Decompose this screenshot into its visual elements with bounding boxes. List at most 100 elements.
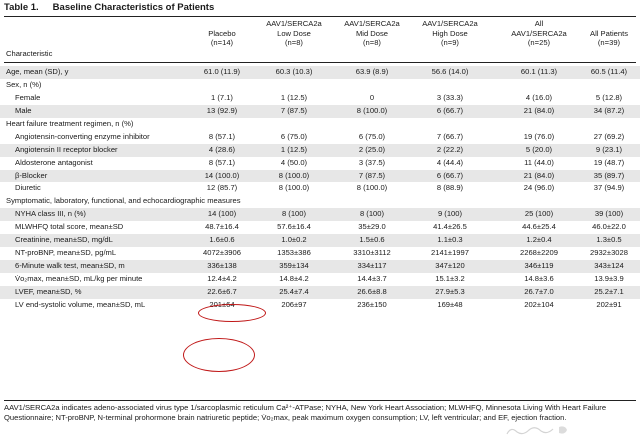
- table-cell: 2141±1997: [431, 248, 469, 258]
- table-cell: 5 (12.8): [595, 92, 623, 102]
- row-label: Creatinine, mean±SD, mg/dL: [15, 235, 113, 245]
- table-cell: 21 (84.0): [523, 105, 555, 115]
- table-cell: 8 (57.1): [208, 157, 236, 167]
- table-cell: 4 (44.4): [436, 157, 464, 167]
- row-label: β-Blocker: [15, 170, 48, 180]
- column-header-line2: High Dose: [432, 28, 468, 38]
- table-cell: 24 (96.0): [523, 183, 555, 193]
- table-cell: 236±150: [357, 299, 387, 309]
- row-label: NT-proBNP, mean±SD, pg/mL: [15, 248, 117, 258]
- table-cell: 1.3±0.5: [596, 235, 622, 245]
- table-cell: 9 (100): [437, 209, 463, 219]
- section-row: Symptomatic, laboratory, functional, and…: [0, 195, 640, 208]
- table-footnote: AAV1/SERCA2a indicates adeno-associated …: [4, 403, 607, 422]
- table-row: Aldosterone antagonist 8 (57.1) 4 (50.0) 3 …: [0, 157, 640, 170]
- table-cell: 12.4±4.2: [207, 274, 237, 283]
- table-row: MLWHFQ total score, mean±SD 48.7±16.4 57.6…: [0, 221, 640, 234]
- table-cell: 14.4±3.7: [357, 274, 387, 283]
- table-cell: 2 (22.2): [436, 144, 464, 154]
- column-header-line1: AAV1/SERCA2a: [344, 19, 400, 28]
- row-label: Angiotensin II receptor blocker: [15, 144, 118, 154]
- row-label: 6-Minute walk test, mean±SD, m: [15, 261, 125, 271]
- column-header-line1: All: [534, 19, 544, 28]
- table-cell: 21 (84.0): [523, 170, 555, 180]
- section-row: Heart failure treatment regimen, n (%): [0, 118, 640, 131]
- table-cell: 7 (87.5): [280, 105, 308, 115]
- row-label: LVEF, mean±SD, %: [15, 286, 82, 296]
- table-cell: 3 (33.3): [436, 92, 464, 102]
- table-row: LVEF, mean±SD, % 22.6±6.7 25.4±7.4 26.6±8.8…: [0, 285, 640, 299]
- table-cell: 8 (100.0): [356, 183, 388, 193]
- table-cell: 35±29.0: [358, 222, 386, 232]
- table-cell: 22.6±6.7: [207, 286, 237, 296]
- table-cell: 48.7±16.4: [205, 222, 239, 232]
- table-row: β-Blocker 14 (100.0) 8 (100.0) 7 (87.5) 6 (6…: [0, 169, 640, 183]
- table-cell: 1 (7.1): [211, 92, 233, 102]
- header-characteristic: Characteristic: [6, 49, 53, 58]
- table-cell: 26.6±8.8: [357, 286, 387, 296]
- table-cell: 5 (20.0): [525, 144, 553, 154]
- header-rule: [4, 62, 636, 63]
- column-header-n: (n=8): [363, 38, 381, 48]
- section-label: Heart failure treatment regimen, n (%): [6, 118, 134, 128]
- table-cell: 6 (66.7): [436, 105, 464, 115]
- column-header-n: (n=8): [285, 38, 303, 48]
- section-row: Sex, n (%): [0, 79, 640, 92]
- column-header-n: (n=39): [597, 38, 621, 48]
- table-cell: 9 (23.1): [595, 144, 623, 154]
- table-cell: 8 (88.9): [436, 183, 464, 193]
- table-cell: 8 (100): [281, 209, 307, 219]
- table-cell: 359±134: [279, 261, 309, 271]
- table-cell: 19 (48.7): [593, 157, 625, 167]
- table-cell: 12 (85.7): [206, 183, 238, 193]
- column-header: All AAV1/SERCA2a (n=25): [502, 19, 576, 48]
- table-cell: 57.6±16.4: [277, 222, 311, 232]
- table-cell: 35 (89.7): [593, 170, 625, 180]
- row-label: NYHA class III, n (%): [15, 209, 86, 219]
- table-cell: 1.5±0.6: [359, 235, 385, 245]
- column-header-line1: [196, 19, 248, 29]
- section-label: Symptomatic, laboratory, functional, and…: [6, 196, 241, 206]
- table-cell: 37 (94.9): [593, 183, 625, 193]
- table-row: NYHA class III, n (%) 14 (100) 8 (100) 8 (1…: [0, 208, 640, 222]
- column-header: AAV1/SERCA2a Low Dose (n=8): [261, 19, 327, 48]
- bottom-rule: [4, 400, 636, 401]
- table-cell: 8 (100): [359, 209, 385, 219]
- table-cell: 19 (76.0): [523, 131, 555, 141]
- table-cell: 8 (100.0): [356, 105, 388, 115]
- column-header-line1: AAV1/SERCA2a: [422, 19, 478, 28]
- table-body: Age, mean (SD), y 61.0 (11.9) 60.3 (10.3) 6…: [0, 66, 640, 312]
- table-cell: 1.2±0.4: [526, 235, 552, 245]
- table-cell: 6 (75.0): [280, 131, 308, 141]
- table-cell: 2 (25.0): [358, 144, 386, 154]
- table-title: Table 1. Baseline Characteristics of Pati…: [4, 2, 214, 13]
- table-cell: 60.3 (10.3): [275, 67, 313, 76]
- table-row: Creatinine, mean±SD, mg/dL 1.6±0.6 1.0±0.2…: [0, 234, 640, 248]
- table-cell: 6 (75.0): [358, 131, 386, 141]
- table-cell: 7 (66.7): [436, 131, 464, 141]
- table-row: NT-proBNP, mean±SD, pg/mL 4072±3906 1353±3…: [0, 247, 640, 260]
- row-label: Age, mean (SD), y: [6, 67, 69, 76]
- table-cell: 13.9±3.9: [594, 274, 624, 283]
- watermark-logo: [506, 426, 567, 435]
- column-header-line1: [580, 19, 638, 29]
- table-cell: 25.4±7.4: [279, 286, 309, 296]
- table-cell: 26.7±7.0: [524, 286, 554, 296]
- highlight-oval-vo2-lvef: [183, 338, 255, 372]
- table-cell: 4 (28.6): [208, 144, 236, 154]
- table-cell: 1.6±0.6: [209, 235, 235, 245]
- table-cell: 14.8±3.6: [524, 274, 554, 283]
- table-cell: 202±91: [596, 299, 622, 309]
- table-cell: 25 (100): [524, 209, 554, 219]
- table-cell: 206±97: [281, 299, 307, 309]
- column-header-line2: All Patients: [590, 28, 628, 38]
- table-cell: 2268±2209: [520, 248, 558, 258]
- column-header-line2: Mid Dose: [355, 28, 389, 38]
- row-label: LV end-systolic volume, mean±SD, mL: [15, 299, 146, 309]
- table-cell: 60.5 (11.4): [590, 67, 628, 76]
- table-cell: 15.1±3.2: [435, 274, 465, 283]
- row-label: V̇o₂max, mean±SD, mL/kg per minute: [15, 274, 143, 283]
- row-label: MLWHFQ total score, mean±SD: [15, 222, 124, 232]
- table-cell: 27.9±5.3: [435, 286, 465, 296]
- row-label: Angiotensin-converting enzyme inhibitor: [15, 131, 150, 141]
